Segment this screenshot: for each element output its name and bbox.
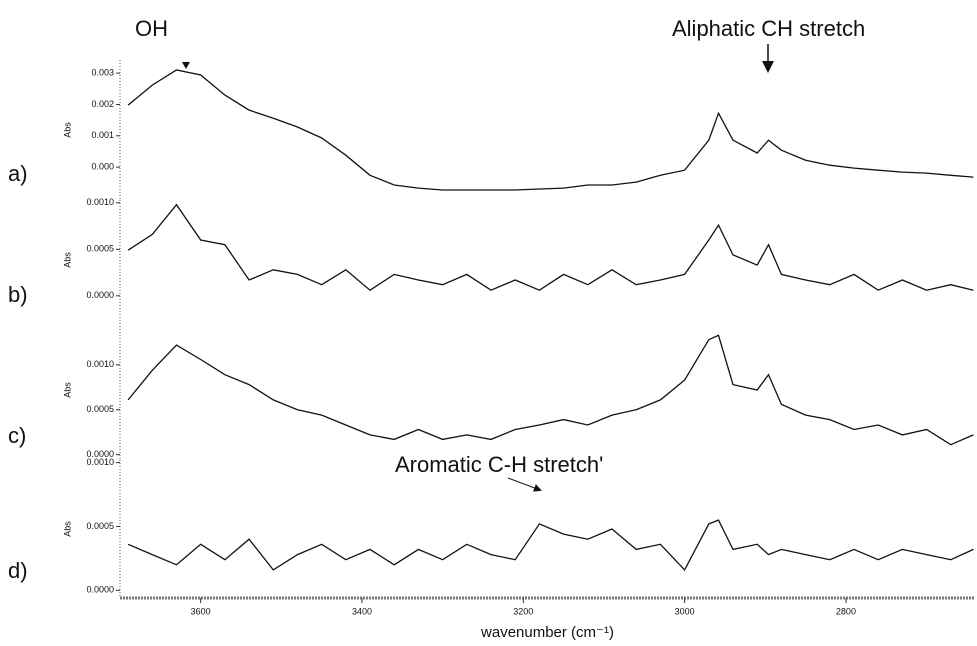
x-tick-label: 3200 — [513, 606, 533, 616]
spectrum-line — [127, 69, 974, 191]
annotation-arrow — [507, 477, 542, 492]
y-tick-label: 0.0005 — [86, 521, 114, 531]
x-tick-label: 3000 — [675, 606, 695, 616]
panel-label: b) — [8, 282, 28, 307]
spectrum-line — [127, 519, 974, 572]
spectrum-line — [127, 334, 974, 446]
panel-label: d) — [8, 558, 28, 583]
y-tick-label: 0.0010 — [86, 359, 114, 369]
panel-label: c) — [8, 423, 26, 448]
panel-label: a) — [8, 161, 28, 186]
y-tick-label: 0.000 — [91, 161, 114, 171]
peak-marker — [182, 62, 190, 69]
y-axis-label: Abs — [62, 382, 72, 398]
x-axis-label: wavenumber (cm⁻¹) — [480, 624, 614, 641]
spectrum-line — [127, 203, 974, 292]
y-tick-label: 0.001 — [91, 130, 114, 140]
x-tick-label: 3600 — [191, 606, 211, 616]
x-tick-label: 3400 — [352, 606, 372, 616]
y-axis-label: Abs — [62, 521, 72, 537]
y-tick-label: 0.0000 — [86, 585, 114, 595]
y-tick-label: 0.0005 — [86, 244, 114, 254]
y-tick-label: 0.0010 — [86, 197, 114, 207]
y-tick-label: 0.002 — [91, 99, 114, 109]
y-tick-label: 0.0000 — [86, 449, 114, 459]
annotation: Aliphatic CH stretch — [672, 16, 865, 41]
y-tick-label: 0.003 — [91, 68, 114, 78]
y-tick-label: 0.0005 — [86, 404, 114, 414]
y-axis-label: Abs — [62, 122, 72, 138]
annotation: OH — [135, 16, 168, 41]
annotation: Aromatic C-H stretch' — [395, 452, 603, 477]
y-axis-label: Abs — [62, 252, 72, 268]
y-tick-label: 0.0000 — [86, 290, 114, 300]
x-tick-label: 2800 — [836, 606, 856, 616]
y-tick-label: 0.0010 — [86, 457, 114, 467]
